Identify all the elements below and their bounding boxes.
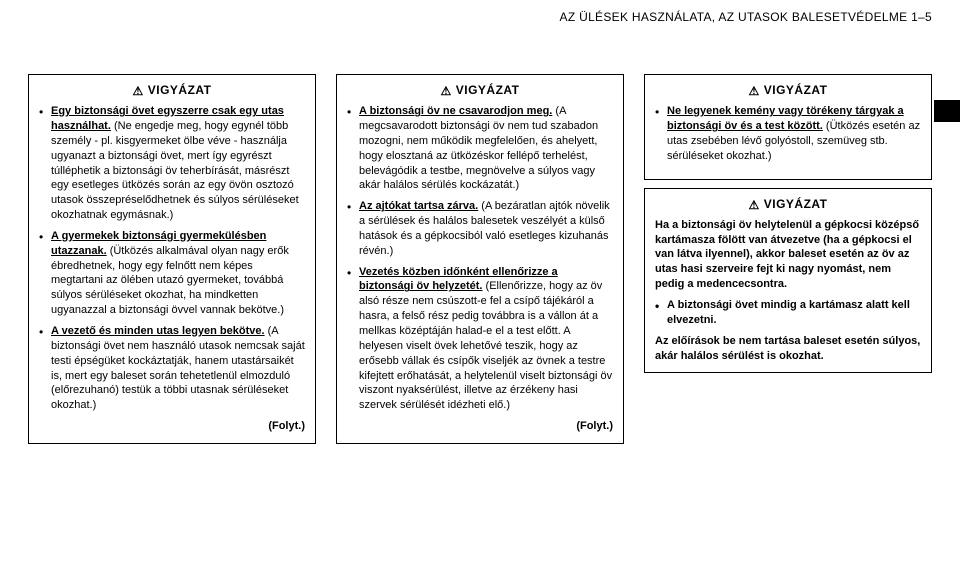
item-rest: (Ne engedje meg, hogy egynél több személ… bbox=[51, 120, 299, 221]
content-columns: ⚠ VIGYÁZAT Egy biztonsági övet egyszerre … bbox=[28, 74, 932, 452]
column-3: ⚠ VIGYÁZAT Ne legyenek kemény vagy töréke… bbox=[644, 74, 932, 452]
item-lead: A biztonsági öv ne csavarodjon meg. bbox=[359, 105, 552, 117]
caution-box-2: ⚠ VIGYÁZAT A biztonsági öv ne csavarodjon… bbox=[336, 74, 624, 444]
item-rest: (A biztonsági övet nem használó utasok n… bbox=[51, 325, 305, 411]
caution-intro: Ha a biztonsági öv helytelenül a gépkocs… bbox=[655, 218, 921, 292]
caution-list-3b: A biztonsági övet mindig a kartámasz ala… bbox=[655, 298, 921, 328]
list-item: Ne legyenek kemény vagy törékeny tárgyak… bbox=[655, 104, 921, 163]
page-edge-tab bbox=[934, 100, 960, 122]
caution-list-1: Egy biztonsági övet egyszerre csak egy u… bbox=[39, 104, 305, 413]
item-rest: (Ellenőrizze, hogy az öv alsó része nem … bbox=[359, 280, 612, 411]
page-header: AZ ÜLÉSEK HASZNÁLATA, AZ UTASOK BALESETV… bbox=[560, 10, 932, 24]
list-item: A gyermekek biztonsági gyermekülésben ut… bbox=[39, 229, 305, 318]
caution-label: VIGYÁZAT bbox=[456, 83, 520, 97]
caution-outro: Az előírások be nem tartása baleset eset… bbox=[655, 334, 921, 364]
caution-header: ⚠ VIGYÁZAT bbox=[655, 82, 921, 99]
list-item: A biztonsági öv ne csavarodjon meg. (A m… bbox=[347, 104, 613, 193]
warning-icon: ⚠ bbox=[132, 83, 143, 99]
list-item: Egy biztonsági övet egyszerre csak egy u… bbox=[39, 104, 305, 223]
caution-label: VIGYÁZAT bbox=[148, 83, 212, 97]
list-item: A biztonsági övet mindig a kartámasz ala… bbox=[655, 298, 921, 328]
caution-box-3a: ⚠ VIGYÁZAT Ne legyenek kemény vagy töréke… bbox=[644, 74, 932, 180]
warning-icon: ⚠ bbox=[748, 83, 759, 99]
caution-label: VIGYÁZAT bbox=[764, 83, 828, 97]
caution-box-3b: ⚠ VIGYÁZAT Ha a biztonsági öv helytelenül… bbox=[644, 188, 932, 374]
column-1: ⚠ VIGYÁZAT Egy biztonsági övet egyszerre … bbox=[28, 74, 316, 452]
warning-icon: ⚠ bbox=[748, 197, 759, 213]
list-item: Az ajtókat tartsa zárva. (A bezáratlan a… bbox=[347, 199, 613, 258]
caution-header: ⚠ VIGYÁZAT bbox=[347, 82, 613, 99]
list-item: A vezető és minden utas legyen bekötve. … bbox=[39, 324, 305, 413]
list-item: Vezetés közben időnként ellenőrizze a bi… bbox=[347, 265, 613, 413]
caution-list-3a: Ne legyenek kemény vagy törékeny tárgyak… bbox=[655, 104, 921, 163]
caution-list-2: A biztonsági öv ne csavarodjon meg. (A m… bbox=[347, 104, 613, 413]
caution-header: ⚠ VIGYÁZAT bbox=[39, 82, 305, 99]
item-lead: A vezető és minden utas legyen bekötve. bbox=[51, 325, 265, 337]
item-rest: (A megcsavarodott biztonsági öv nem tud … bbox=[359, 105, 598, 191]
caution-box-1: ⚠ VIGYÁZAT Egy biztonsági övet egyszerre … bbox=[28, 74, 316, 444]
warning-icon: ⚠ bbox=[440, 83, 451, 99]
continued-label: (Folyt.) bbox=[39, 419, 305, 434]
caution-label: VIGYÁZAT bbox=[764, 197, 828, 211]
continued-label: (Folyt.) bbox=[347, 419, 613, 434]
caution-header: ⚠ VIGYÁZAT bbox=[655, 196, 921, 213]
item-lead: Az ajtókat tartsa zárva. bbox=[359, 200, 478, 212]
column-2: ⚠ VIGYÁZAT A biztonsági öv ne csavarodjon… bbox=[336, 74, 624, 452]
